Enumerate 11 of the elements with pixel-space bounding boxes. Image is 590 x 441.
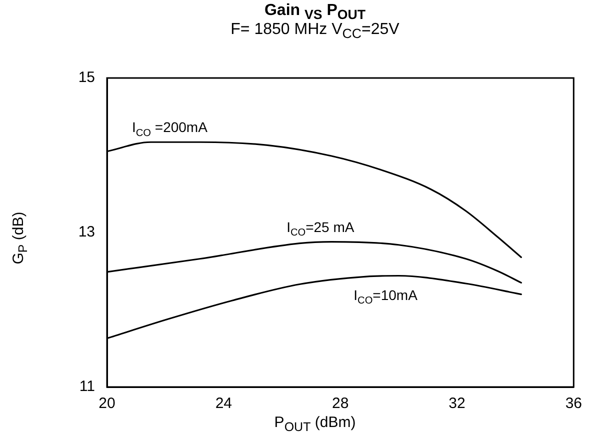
- x-tick-label: 24: [215, 395, 232, 412]
- y-tick-label: 13: [78, 224, 95, 241]
- chart-title: Gain $_{VS}$ P$_{OUT}$: [263, 2, 367, 22]
- chart-subtitle: F= 1850 MHz V$_{CC}$=25V: [230, 21, 400, 42]
- y-tick-label: 15: [78, 69, 95, 86]
- x-axis-title: P$_{OUT}$ (dBm): [273, 414, 357, 434]
- x-tick-label: 32: [448, 395, 466, 412]
- x-tick-label: 36: [565, 395, 582, 412]
- x-tick-label: 20: [98, 395, 116, 412]
- y-tick-label: 11: [79, 378, 95, 396]
- x-tick-label: 28: [332, 395, 349, 412]
